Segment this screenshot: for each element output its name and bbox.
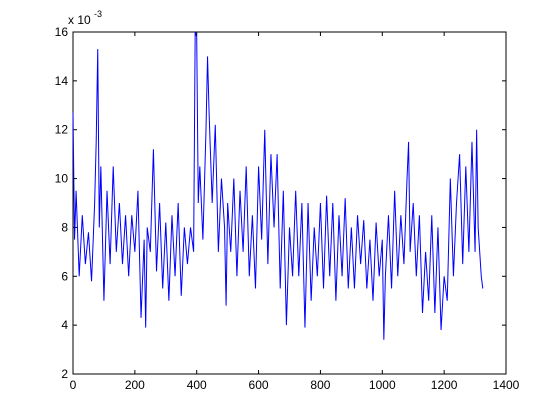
data-line — [72, 31, 484, 340]
y-tick-label: 12 — [55, 123, 69, 137]
x-tick-label: 0 — [70, 378, 77, 392]
y-tick-label: 10 — [55, 172, 69, 186]
x-tick-label: 1200 — [431, 378, 458, 392]
x-tick-label: 1400 — [493, 378, 520, 392]
y-multiplier: x 10 — [68, 13, 91, 27]
x-tick-label: 200 — [125, 378, 145, 392]
y-tick-label: 6 — [61, 269, 68, 283]
x-tick-label: 400 — [187, 378, 207, 392]
x-tick-label: 800 — [310, 378, 330, 392]
y-tick-label: 14 — [55, 74, 69, 88]
x-tick-label: 600 — [249, 378, 269, 392]
y-tick-label: 2 — [61, 367, 68, 381]
y-tick-label: 4 — [61, 318, 68, 332]
y-tick-label: 8 — [61, 220, 68, 234]
y-tick-label: 16 — [55, 25, 69, 39]
y-exponent: -3 — [94, 9, 102, 19]
x-tick-label: 1000 — [369, 378, 396, 392]
